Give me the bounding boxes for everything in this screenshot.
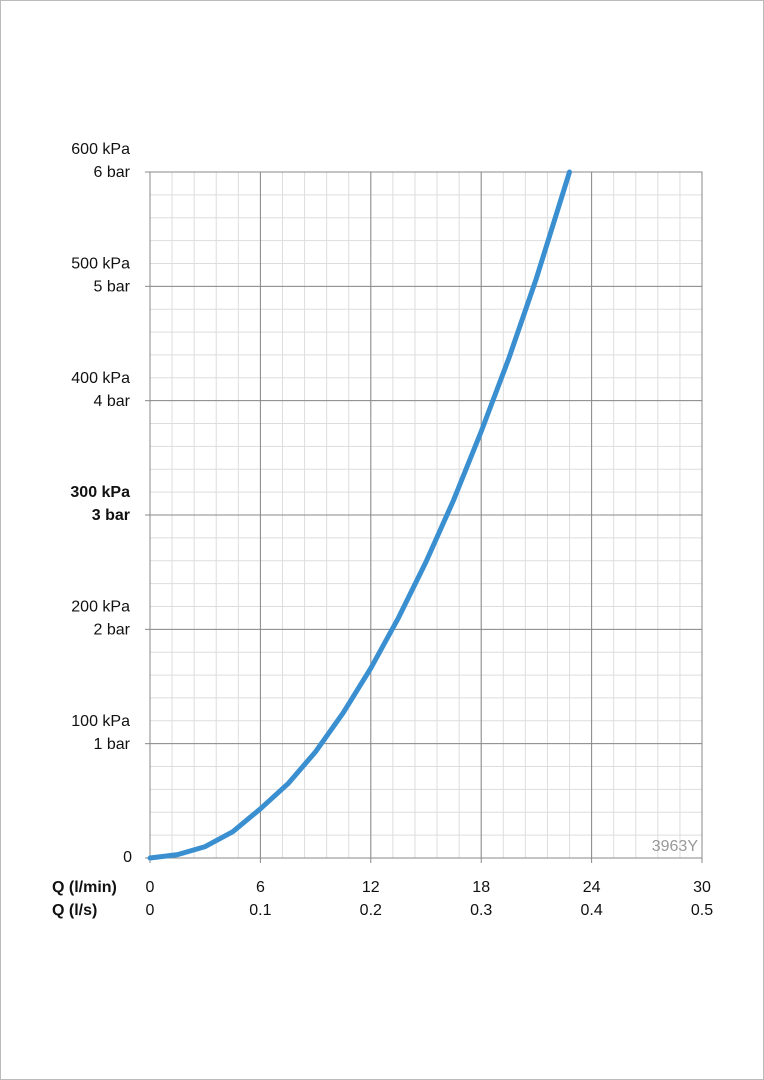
x2-tick-label: 0.5 — [691, 902, 713, 919]
x2-tick-label: 0.4 — [580, 902, 602, 919]
x-tick-label: 6 — [256, 879, 265, 896]
x2-tick-label: 0.2 — [360, 902, 382, 919]
y-tick-label: 100 kPa — [71, 713, 130, 730]
y-tick-label: 400 kPa — [71, 370, 130, 387]
x-tick-label: 0 — [146, 879, 155, 896]
y-tick-bar-label: 3 bar — [92, 507, 130, 524]
x2-tick-label: 0.1 — [249, 902, 271, 919]
x-tick-label: 18 — [472, 879, 490, 896]
annotation: 3963Y — [652, 838, 699, 855]
x2-tick-label: 0 — [146, 902, 155, 919]
x-axis-label: Q (l/min) — [52, 879, 117, 896]
curve — [147, 169, 572, 861]
y-tick-bar-label: 2 bar — [94, 622, 131, 639]
x2-axis-label: Q (l/s) — [52, 902, 97, 919]
y-tick-bar-label: 4 bar — [94, 393, 131, 410]
x-tick-label: 12 — [362, 879, 380, 896]
y-tick-bar-label: 5 bar — [94, 279, 131, 296]
y-tick-label: 600 kPa — [71, 141, 130, 158]
y-tick-label: 500 kPa — [71, 256, 130, 273]
y-tick-bar-label: 6 bar — [94, 164, 131, 181]
x2-tick-label: 0.3 — [470, 902, 492, 919]
plot-frame — [149, 171, 703, 859]
x-tick-label: 24 — [583, 879, 601, 896]
x-tick-label: 30 — [693, 879, 711, 896]
y-tick-label: 200 kPa — [71, 599, 130, 616]
y-tick-label: 300 kPa — [70, 484, 130, 501]
y-tick-bar-label: 1 bar — [94, 736, 131, 753]
y-tick-label: 0 — [123, 849, 132, 866]
